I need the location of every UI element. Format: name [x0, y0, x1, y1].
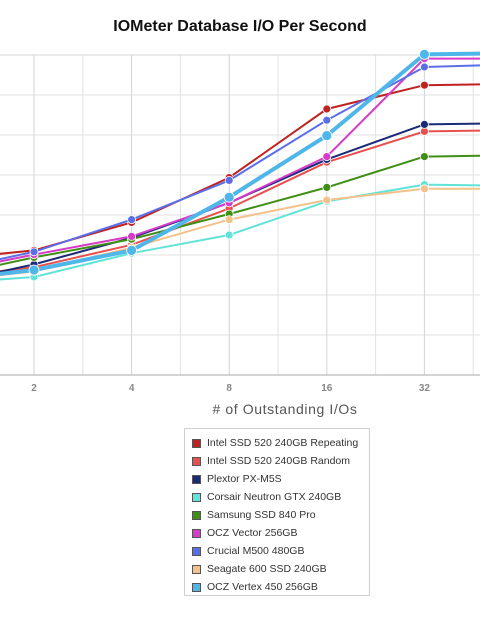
legend: Intel SSD 520 240GB Repeating Intel SSD 5… [184, 428, 370, 596]
legend-item: Crucial M500 480GB [185, 542, 369, 560]
legend-label: Intel SSD 520 240GB Repeating [207, 437, 359, 449]
data-point [322, 104, 332, 114]
legend-swatch [192, 582, 201, 592]
legend-label: Samsung SSD 840 Pro [207, 509, 316, 521]
legend-swatch [192, 456, 201, 466]
legend-item: Intel SSD 520 240GB Repeating [185, 434, 369, 452]
legend-item: OCZ Vertex 450 256GB [185, 578, 369, 596]
series-6 [0, 62, 480, 261]
series-5 [0, 54, 480, 263]
legend-item: Corsair Neutron GTX 240GB [185, 488, 369, 506]
data-point [322, 195, 332, 205]
legend-swatch [192, 492, 201, 502]
legend-item: Samsung SSD 840 Pro [185, 506, 369, 524]
series-8 [0, 49, 480, 276]
legend-swatch [192, 546, 201, 556]
data-point [127, 231, 137, 241]
data-point [127, 215, 137, 225]
data-point [28, 264, 40, 276]
data-point [419, 80, 429, 90]
legend-label: Seagate 600 SSD 240GB [207, 563, 327, 575]
legend-label: OCZ Vector 256GB [207, 527, 298, 539]
legend-item: OCZ Vector 256GB [185, 524, 369, 542]
chart-title: IOMeter Database I/O Per Second [113, 18, 367, 35]
data-point [419, 184, 429, 194]
x-axis: 2 4 8 16 32 [0, 374, 480, 394]
series-line [0, 57, 480, 263]
legend-label: Plextor PX-M5S [207, 473, 282, 485]
legend-swatch [192, 474, 201, 484]
grid [0, 54, 480, 376]
data-point [322, 152, 332, 162]
x-tick-label: 16 [321, 383, 333, 394]
legend-item: Plextor PX-M5S [185, 470, 369, 488]
x-tick-label: 8 [226, 383, 232, 394]
data-point [322, 182, 332, 192]
legend-label: Intel SSD 520 240GB Random [207, 455, 351, 467]
data-point [418, 49, 430, 60]
x-tick-label: 4 [129, 383, 135, 394]
series-line [0, 83, 480, 255]
data-point [223, 191, 235, 203]
x-tick-label: 2 [31, 383, 37, 394]
legend-label: OCZ Vertex 450 256GB [207, 581, 318, 593]
legend-label: Crucial M500 480GB [207, 545, 305, 557]
legend-swatch [192, 438, 201, 448]
series-1 [0, 126, 480, 273]
legend-item: Intel SSD 520 240GB Random [185, 452, 369, 470]
legend-swatch [192, 510, 201, 520]
series-3 [0, 180, 480, 282]
data-point [419, 152, 429, 162]
data-point [224, 230, 234, 240]
data-point [322, 115, 332, 125]
data-point [419, 62, 429, 72]
legend-item: Seagate 600 SSD 240GB [185, 560, 369, 578]
data-point [419, 120, 429, 129]
data-point [224, 175, 234, 185]
x-axis-title: # of Outstanding I/Os [212, 401, 358, 417]
series-lines [0, 49, 480, 282]
series-line [0, 183, 480, 281]
data-point [126, 244, 138, 256]
data-point [321, 130, 333, 142]
legend-swatch [192, 564, 201, 574]
series-line [0, 129, 480, 273]
data-point [29, 247, 39, 257]
legend-label: Corsair Neutron GTX 240GB [207, 491, 342, 503]
series-0 [0, 80, 480, 255]
legend-swatch [192, 528, 201, 538]
data-point [224, 215, 234, 225]
series-4 [0, 152, 480, 266]
x-tick-label: 32 [419, 383, 431, 394]
